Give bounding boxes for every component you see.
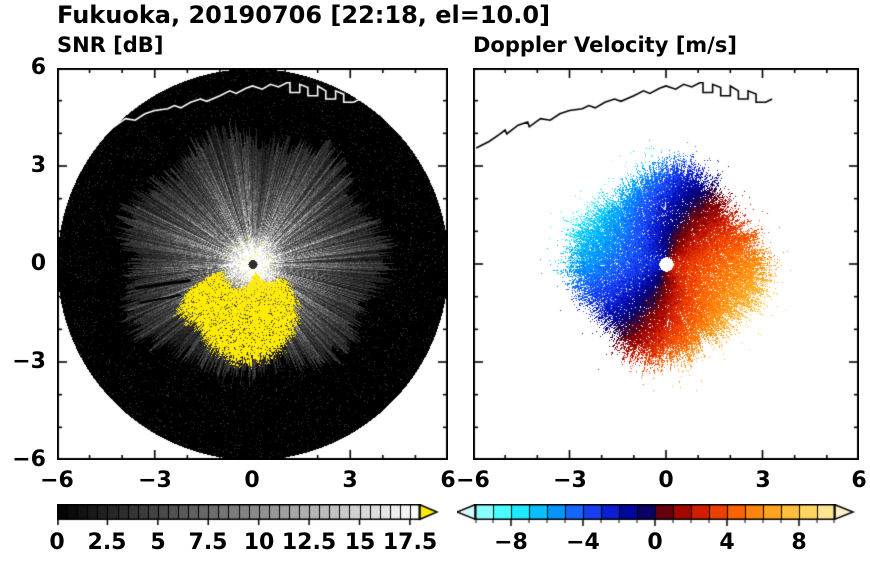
x-tick-label: −6 xyxy=(40,468,74,493)
colorbar-tick-label: 15 xyxy=(344,530,376,555)
x-tick-label: 3 xyxy=(342,468,358,493)
colorbar-tick-label: 12.5 xyxy=(281,530,337,555)
y-tick-label: 3 xyxy=(30,153,46,178)
colorbar-tick-label: 2.5 xyxy=(87,530,127,555)
x-tick-label: 0 xyxy=(658,468,674,493)
y-tick-label: 6 xyxy=(30,55,46,80)
colorbar-tick-label: 10 xyxy=(243,530,275,555)
colorbar-tick-label: 0 xyxy=(647,530,663,555)
colorbar-tick-label: 4 xyxy=(719,530,735,555)
y-tick-label: −3 xyxy=(12,349,46,374)
x-tick-label: 6 xyxy=(851,468,867,493)
colorbar-tick-label: 0 xyxy=(49,530,65,555)
x-tick-label: −6 xyxy=(456,468,490,493)
colorbar-tick-label: −8 xyxy=(494,530,528,555)
colorbar-tick-label: 17.5 xyxy=(382,530,438,555)
velocity-colorbar xyxy=(457,504,857,528)
x-tick-label: −3 xyxy=(553,468,587,493)
figure-title: Fukuoka, 20190706 [22:18, el=10.0] xyxy=(57,1,551,29)
colorbar-tick-label: 5 xyxy=(150,530,166,555)
colorbar-tick-label: 8 xyxy=(791,530,807,555)
x-tick-label: −3 xyxy=(138,468,172,493)
snr-colorbar xyxy=(57,504,449,528)
colorbar-tick-label: 7.5 xyxy=(188,530,228,555)
x-tick-label: 0 xyxy=(244,468,260,493)
snr-ppi-plot xyxy=(57,68,448,460)
y-tick-label: −6 xyxy=(12,447,46,472)
colorbar-tick-label: −4 xyxy=(566,530,600,555)
x-tick-label: 3 xyxy=(755,468,771,493)
snr-panel-title: SNR [dB] xyxy=(57,33,164,57)
y-tick-label: 0 xyxy=(30,251,46,276)
velocity-ppi-plot xyxy=(473,68,859,460)
velocity-panel-title: Doppler Velocity [m/s] xyxy=(473,33,737,57)
x-tick-label: 6 xyxy=(440,468,456,493)
